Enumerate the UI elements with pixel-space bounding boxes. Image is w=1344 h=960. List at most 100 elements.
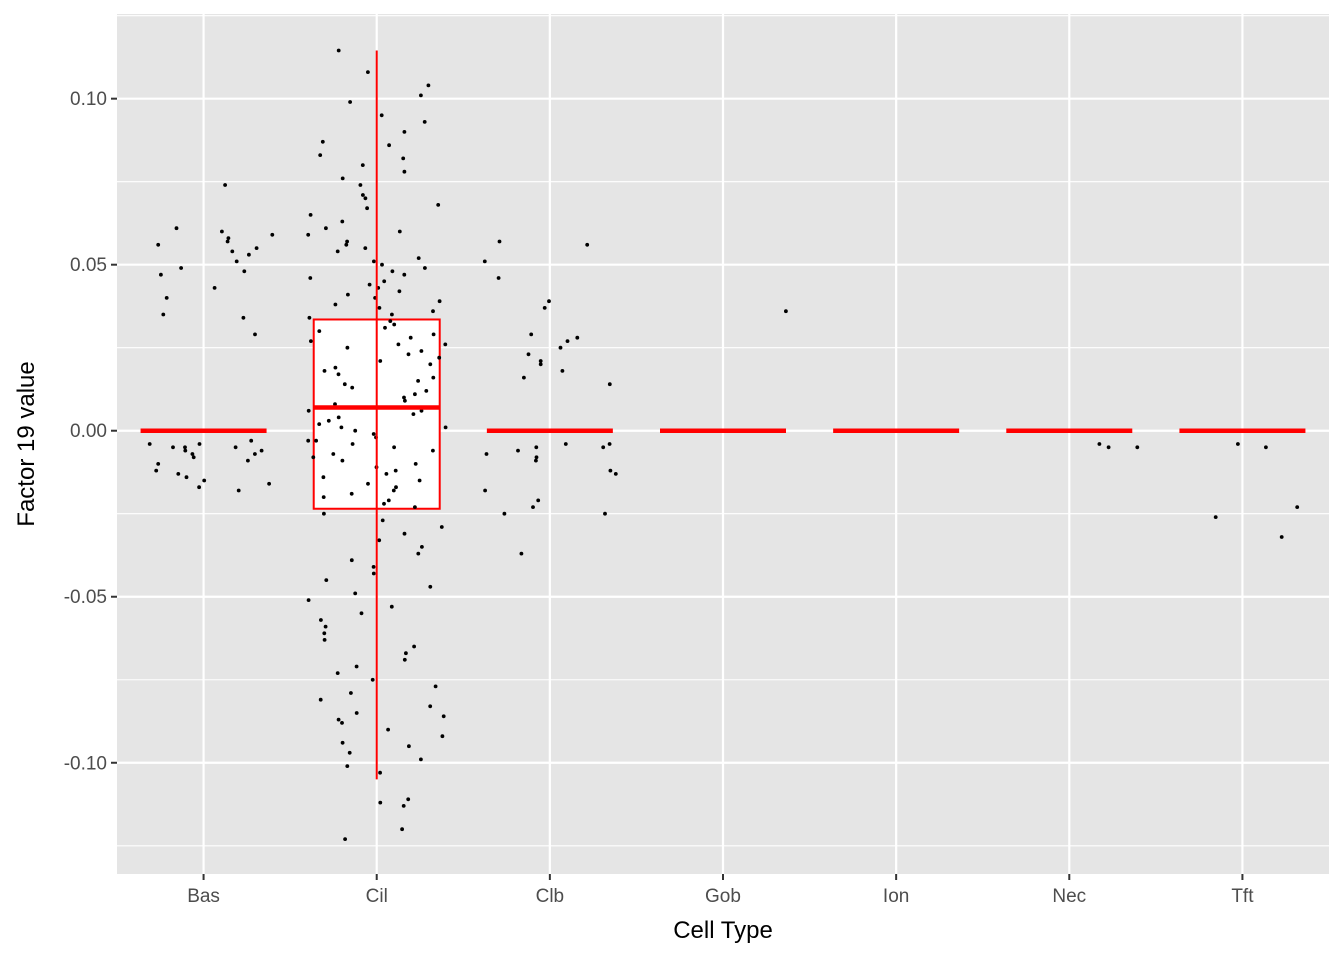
data-point <box>431 309 435 314</box>
data-point <box>345 764 350 768</box>
data-point <box>154 468 159 473</box>
data-point <box>1236 442 1240 446</box>
data-point <box>1097 442 1102 446</box>
data-point <box>565 339 570 343</box>
data-point <box>212 286 217 290</box>
data-point <box>253 332 257 337</box>
data-point <box>380 262 384 267</box>
data-point <box>536 498 541 503</box>
data-point <box>428 584 433 589</box>
data-point <box>431 332 436 337</box>
data-point <box>436 203 441 207</box>
x-tick-label: Ion <box>883 886 909 907</box>
data-point <box>242 269 247 274</box>
data-point <box>336 415 341 420</box>
data-point <box>558 345 563 350</box>
data-point <box>531 505 535 509</box>
data-point <box>392 322 397 327</box>
data-point <box>308 276 313 280</box>
data-point <box>1264 445 1268 450</box>
data-point <box>306 408 311 413</box>
data-point <box>339 425 344 430</box>
data-point <box>371 432 376 436</box>
data-point <box>402 272 407 277</box>
data-point <box>482 259 487 264</box>
data-point <box>412 644 416 649</box>
data-point <box>349 558 354 563</box>
data-point <box>404 651 408 656</box>
data-point <box>308 213 313 217</box>
data-point <box>391 488 396 493</box>
data-point <box>378 800 383 805</box>
data-point <box>443 425 448 430</box>
data-point <box>411 412 416 416</box>
data-point <box>323 624 328 629</box>
data-point <box>259 448 264 453</box>
data-point <box>563 442 568 446</box>
data-point <box>317 329 322 333</box>
data-point <box>354 664 359 669</box>
data-point <box>397 289 402 294</box>
x-tick-label: Nec <box>1052 886 1086 907</box>
data-point <box>321 495 326 499</box>
data-point <box>322 631 327 636</box>
data-point <box>382 279 387 284</box>
data-point <box>349 491 354 496</box>
y-tick-label: -0.05 <box>64 587 107 608</box>
data-point <box>401 156 406 161</box>
data-point <box>319 618 323 622</box>
data-point <box>366 481 370 486</box>
data-point <box>389 604 394 609</box>
data-point <box>326 418 331 423</box>
data-point <box>502 511 507 516</box>
data-point <box>306 438 311 443</box>
data-point <box>322 638 327 642</box>
data-point <box>437 299 442 304</box>
data-point <box>354 711 359 715</box>
data-point <box>439 525 444 529</box>
data-point <box>519 551 524 556</box>
data-point <box>370 677 375 682</box>
data-point <box>1213 515 1218 519</box>
data-point <box>1295 505 1300 509</box>
data-point <box>441 714 446 719</box>
data-point <box>496 276 501 280</box>
data-point <box>335 249 340 254</box>
data-point <box>236 488 241 493</box>
data-point <box>349 691 353 695</box>
data-point <box>335 671 340 675</box>
data-point <box>424 389 429 393</box>
data-point <box>392 445 396 450</box>
data-point <box>176 472 181 476</box>
data-point <box>378 359 383 363</box>
data-point <box>345 239 349 244</box>
data-point <box>402 531 407 536</box>
data-point <box>360 163 365 168</box>
data-point <box>247 252 251 257</box>
data-point <box>522 375 526 380</box>
data-point <box>184 475 189 480</box>
data-point <box>174 226 179 231</box>
data-point <box>390 312 394 317</box>
data-point <box>306 598 311 602</box>
data-point <box>406 352 411 357</box>
data-point <box>428 362 433 367</box>
data-point <box>249 438 254 443</box>
data-point <box>220 229 224 234</box>
data-point <box>396 342 401 347</box>
data-point <box>345 345 350 350</box>
data-point <box>366 70 370 74</box>
data-point <box>191 455 196 460</box>
data-point <box>372 259 376 264</box>
data-point <box>223 183 228 187</box>
data-point <box>443 342 448 347</box>
data-point <box>601 445 606 450</box>
data-point <box>608 468 613 473</box>
data-point <box>585 242 590 247</box>
data-point <box>413 392 417 397</box>
data-point <box>406 797 411 802</box>
data-point <box>417 478 422 483</box>
data-point <box>394 485 398 490</box>
data-point <box>538 359 543 363</box>
data-point <box>378 770 382 775</box>
